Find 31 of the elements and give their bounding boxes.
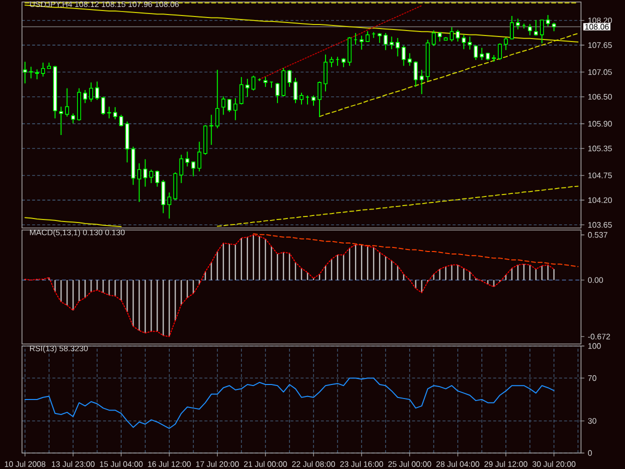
x-tick-label: 21 Jul 00:00 (244, 461, 287, 467)
y-tick-label: 0.537 (588, 232, 608, 238)
x-tick-label: 23 Jul 16:00 (340, 461, 384, 467)
chart-title: MACD(5,13,1) 0.130 0.130 (30, 229, 125, 237)
y-tick-label: 30 (588, 418, 596, 424)
y-tick-label: 106.50 (588, 94, 612, 100)
x-tick-label: 30 Jul 20:00 (532, 461, 576, 467)
x-tick-label: 16 Jul 12:00 (148, 461, 191, 467)
y-tick-label: -0.672 (588, 334, 610, 340)
y-tick-label: 0.00 (588, 277, 603, 283)
y-tick-label: 107.65 (588, 42, 612, 48)
y-tick-label: 0 (588, 450, 592, 456)
y-tick-label: 105.90 (588, 120, 612, 127)
x-tick-label: 17 Jul 20:00 (196, 461, 239, 467)
y-tick-label: 70 (588, 375, 596, 381)
x-tick-label: 29 Jul 12:00 (484, 461, 528, 467)
chart-title: RSI(13) 58.3230 (30, 345, 88, 353)
y-tick-label: 104.75 (588, 172, 612, 178)
x-tick-label: 15 Jul 04:00 (100, 461, 143, 467)
ref-line-label: 108.06 (585, 24, 609, 30)
y-tick-label: 105.35 (588, 146, 612, 152)
y-tick-label: 100 (588, 343, 601, 349)
x-tick-label: 10 Jul 2008 (4, 461, 46, 467)
x-tick-label: 28 Jul 04:00 (436, 461, 480, 467)
y-tick-label: 107.05 (588, 69, 612, 75)
x-tick-label: 22 Jul 08:00 (292, 461, 335, 467)
y-tick-label: 108.20 (588, 18, 612, 24)
x-tick-label: 25 Jul 00:00 (388, 461, 432, 467)
y-tick-label: 103.65 (588, 222, 612, 228)
x-tick-label: 13 Jul 23:00 (52, 461, 95, 467)
y-tick-label: 104.20 (588, 197, 612, 203)
